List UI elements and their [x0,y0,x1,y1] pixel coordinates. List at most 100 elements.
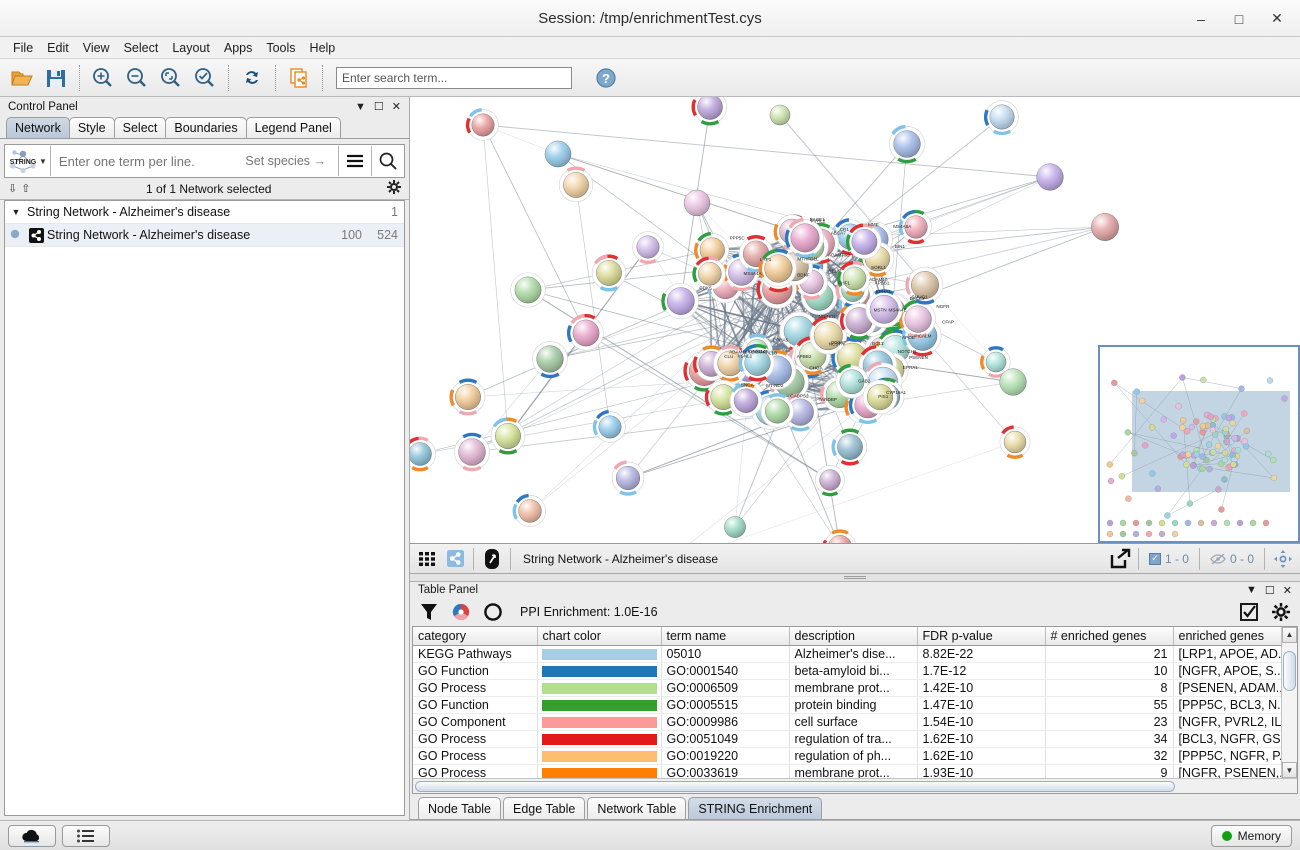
network-node[interactable] [713,345,748,382]
color-wheel-icon[interactable] [450,601,472,623]
network-node[interactable] [758,248,797,287]
settings-gear-icon[interactable] [1270,601,1292,623]
network-graph[interactable]: MT-ND2 MT-ND1 VSNL1 GAB2 PIS1 IL1B CLU MME BCL3 N… [410,97,1298,544]
open-session-icon[interactable] [6,62,38,94]
zoom-fit-icon[interactable] [155,62,187,94]
network-node[interactable] [784,217,824,258]
tab-style[interactable]: Style [68,117,115,138]
network-overview-panel[interactable] [1098,345,1300,543]
menu-view[interactable]: View [82,40,110,55]
tab-select[interactable]: Select [113,117,167,138]
table-row[interactable]: GO Function GO:0001540 beta-amyloid bi... 1… [413,662,1281,681]
network-node[interactable] [889,124,925,164]
menu-help[interactable]: Help [309,40,336,55]
network-node[interactable] [510,272,546,308]
col-term-name[interactable]: term name [661,626,790,647]
network-node[interactable] [835,363,869,399]
set-species-link[interactable]: Set species → [245,154,326,168]
zoom-in-icon[interactable] [87,62,119,94]
tab-node-table[interactable]: Node Table [418,797,502,819]
string-search-icon[interactable] [372,145,404,177]
network-node[interactable] [632,231,664,264]
control-panel-float-icon[interactable]: ☐ [373,101,384,113]
zoom-selected-icon[interactable] [189,62,221,94]
cloud-status-icon[interactable] [8,824,56,847]
tab-boundaries[interactable]: Boundaries [165,117,247,138]
table-panel-close-icon[interactable]: ✕ [1282,584,1292,597]
table-row[interactable]: GO Process GO:0033619 membrane prot... 1.93… [413,764,1281,778]
network-node[interactable] [837,261,871,296]
panel-splitter[interactable] [410,574,1300,582]
network-node[interactable] [692,256,726,290]
table-row[interactable]: GO Process GO:0051049 regulation of tra...… [413,730,1281,749]
network-node[interactable] [454,432,490,472]
help-icon[interactable]: ? [590,62,622,94]
enrichment-table-container[interactable]: category chart color term name descripti… [412,625,1298,794]
network-node[interactable] [809,315,848,355]
enrichment-table[interactable]: category chart color term name descripti… [413,626,1281,778]
col-category[interactable]: category [413,626,538,647]
network-node[interactable] [760,393,794,428]
network-node[interactable] [898,299,936,339]
tab-network[interactable]: Network [6,117,70,138]
network-node[interactable] [512,493,546,527]
network-node[interactable] [1036,163,1064,191]
network-node[interactable] [592,409,626,443]
select-mode-icon[interactable] [478,547,506,571]
expand-all-icon[interactable]: ⇧ [21,183,31,195]
zoom-out-icon[interactable] [121,62,153,94]
network-node[interactable] [865,289,903,328]
save-session-icon[interactable] [40,62,72,94]
network-node[interactable] [661,282,699,320]
menu-tools[interactable]: Tools [266,40,296,55]
menu-edit[interactable]: Edit [47,40,69,55]
network-node[interactable] [465,108,499,141]
table-row[interactable]: KEGG Pathways 05010 Alzheimer's dise... 8.8… [413,645,1281,664]
network-node[interactable] [410,436,437,472]
network-node[interactable] [898,209,932,245]
scroll-down-arrow-icon[interactable]: ▼ [1282,762,1297,778]
tree-item-string-network[interactable]: String Network - Alzheimer's disease 100… [5,224,404,247]
scroll-track[interactable] [1282,642,1297,762]
network-node[interactable] [1091,213,1119,241]
network-node[interactable] [905,266,944,305]
enrichment-table-body[interactable]: KEGG Pathways 05010 Alzheimer's dise... 8.8… [413,645,1281,778]
control-panel-menu-icon[interactable]: ▼ [355,100,366,113]
network-node[interactable] [691,97,728,126]
network-node[interactable] [490,417,526,455]
scroll-up-arrow-icon[interactable]: ▲ [1282,626,1297,643]
table-panel-menu-icon[interactable]: ▼ [1246,584,1257,597]
network-node[interactable] [566,313,604,351]
col-fdr-p-value[interactable]: FDR p-value [917,626,1046,647]
menu-file[interactable]: File [13,40,34,55]
filter-icon[interactable] [418,601,440,623]
task-list-icon[interactable] [62,824,110,847]
table-vertical-scrollbar[interactable]: ▲ ▼ [1281,626,1297,778]
close-button[interactable]: ✕ [1271,10,1283,26]
network-node[interactable] [999,425,1031,459]
menu-layout[interactable]: Layout [172,40,210,55]
donut-chart-icon[interactable] [482,601,504,623]
col-enriched-count[interactable]: # enriched genes [1045,626,1174,647]
minimize-button[interactable]: – [1197,10,1205,27]
network-node[interactable] [980,346,1011,378]
table-row[interactable]: GO Process GO:0019220 regulation of ph... 1… [413,747,1281,766]
network-node[interactable] [724,516,746,538]
string-style-icon[interactable] [441,547,469,571]
table-row[interactable]: GO Component GO:0009986 cell surface 1.54E-… [413,713,1281,732]
refresh-icon[interactable] [236,62,268,94]
network-node[interactable] [862,379,898,415]
network-node[interactable] [983,100,1019,136]
search-input[interactable] [336,66,572,89]
network-node[interactable] [999,368,1027,396]
memory-button[interactable]: Memory [1210,824,1292,847]
network-node[interactable] [815,465,845,497]
network-canvas[interactable]: MT-ND2 MT-ND1 VSNL1 GAB2 PIS1 IL1B CLU MME BCL3 N… [410,97,1300,543]
network-node[interactable] [769,104,791,126]
table-horizontal-scrollbar[interactable] [413,778,1297,793]
network-node[interactable] [822,529,856,544]
tab-network-table[interactable]: Network Table [587,797,687,819]
table-row[interactable]: GO Function GO:0005515 protein binding 1.47… [413,696,1281,715]
menu-select[interactable]: Select [123,40,159,55]
network-node[interactable] [558,166,594,203]
